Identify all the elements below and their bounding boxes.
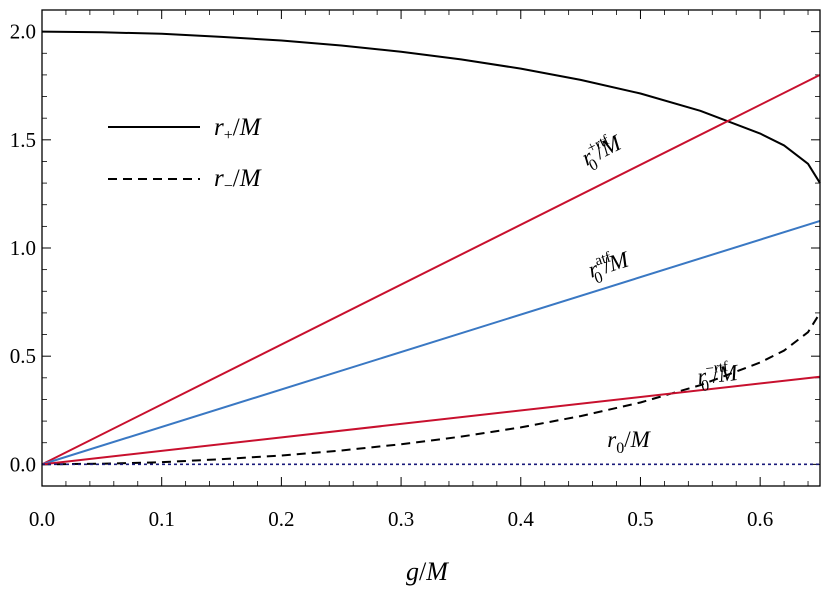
x-tick-label-2: 0.2: [268, 507, 294, 531]
y-tick-label-1: 0.5: [10, 344, 36, 368]
series-r-plus: [41, 30, 821, 184]
y-tick-label-4: 2.0: [10, 20, 36, 44]
series-r0-plus-rtf: [41, 74, 821, 466]
series-group: [41, 30, 821, 466]
x-tick-label-0: 0.0: [29, 507, 55, 531]
x-tick-label-1: 0.1: [149, 507, 175, 531]
y-tick-label-0: 0.0: [10, 452, 36, 476]
series-r-minus: [41, 312, 821, 466]
series-r0-minus-rtf: [41, 375, 821, 466]
ticks-group: 0.0 0.1 0.2 0.3 0.4 0.5 0.6 0.0 0.5 1.0 1.5 2.0: [10, 9, 820, 531]
legend-label-r-plus: r+/M: [214, 114, 262, 144]
x-tick-label-3: 0.3: [388, 507, 414, 531]
x-tick-label-4: 0.4: [508, 507, 535, 531]
legend-sub-plus: +: [224, 127, 233, 144]
legend-sub-minus: −: [224, 178, 233, 195]
x-tick-label-5: 0.5: [627, 507, 653, 531]
plot-frame: [41, 9, 821, 487]
series-r0-atf: [41, 219, 821, 466]
x-axis-title: g/M: [406, 557, 449, 586]
label-r0: r0/M: [607, 427, 651, 457]
y-tick-label-3: 1.5: [10, 128, 36, 152]
x-tick-label-6: 0.6: [747, 507, 773, 531]
y-tick-label-2: 1.0: [10, 236, 36, 260]
legend: r+/M r−/M: [108, 114, 262, 195]
label-r0-minus-rtf: r−rtf0/M: [696, 358, 742, 396]
label-r0-plus-rtf: r+rtf0/M: [577, 128, 629, 176]
legend-label-r-minus: r−/M: [214, 165, 262, 195]
